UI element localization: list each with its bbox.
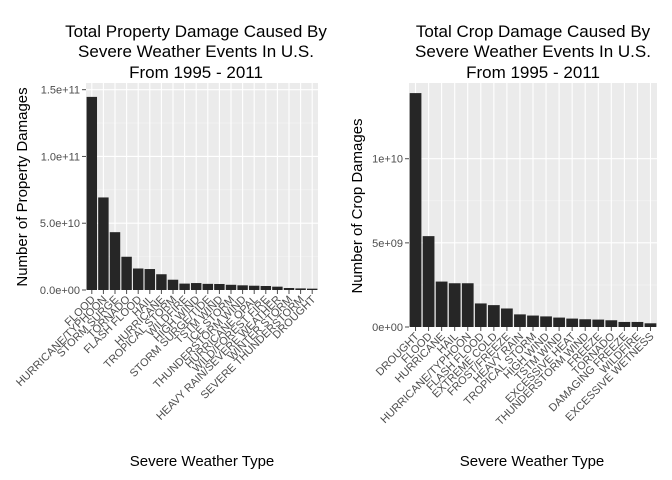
crop-bar-3 bbox=[435, 281, 448, 327]
crop-bar-18 bbox=[631, 321, 644, 327]
property-chart-title: Total Property Damage Caused By Severe W… bbox=[65, 22, 327, 82]
property-y-axis: 0.0e+00 5.0e+10 1.0e+11 1.5e+11 bbox=[40, 85, 86, 297]
crop-y-tick-label: 5e+09 bbox=[372, 238, 403, 250]
property-y-tick-label: 0.0e+00 bbox=[40, 285, 80, 297]
crop-y-tick-label: 1e+10 bbox=[372, 154, 403, 166]
property-gridlines bbox=[86, 83, 318, 291]
property-bar-11 bbox=[202, 283, 214, 290]
crop-bar-13 bbox=[566, 318, 579, 327]
crop-bar-15 bbox=[592, 319, 605, 327]
crop-damage-chart: Total Crop Damage Caused By Severe Weath… bbox=[349, 22, 657, 470]
property-bar-16 bbox=[260, 285, 272, 290]
property-bar-2 bbox=[98, 197, 109, 290]
property-bar-12 bbox=[214, 283, 225, 290]
crop-bar-9 bbox=[514, 314, 526, 327]
property-title-line-1: Total Property Damage Caused By bbox=[65, 22, 327, 41]
crop-bar-16 bbox=[605, 320, 618, 327]
property-bar-4 bbox=[121, 256, 132, 290]
crop-x-axis-title: Severe Weather Type bbox=[460, 453, 605, 470]
property-bar-10 bbox=[190, 283, 202, 290]
crop-bar-12 bbox=[553, 317, 565, 327]
crop-title-line-1: Total Crop Damage Caused By bbox=[416, 22, 651, 41]
crop-y-axis: 0e+00 5e+09 1e+10 bbox=[372, 154, 409, 334]
property-bar-8 bbox=[167, 279, 179, 290]
property-y-tick-label: 1.5e+11 bbox=[41, 85, 80, 97]
crop-bar-8 bbox=[501, 308, 513, 327]
property-bar-13 bbox=[225, 284, 237, 290]
property-bar-18 bbox=[283, 287, 295, 290]
property-x-axis-title: Severe Weather Type bbox=[130, 453, 275, 470]
property-bar-20 bbox=[306, 288, 318, 290]
crop-bar-2 bbox=[422, 236, 435, 327]
crop-bar-5 bbox=[461, 283, 474, 327]
crop-x-axis: DROUGHTFLOODHURRICANEHAILHURRICANE/TYPHO… bbox=[374, 327, 657, 428]
property-bar-14 bbox=[237, 285, 248, 290]
crop-y-tick-label: 0e+00 bbox=[372, 322, 403, 334]
crop-y-axis-title: Number of Crop Damages bbox=[349, 118, 366, 293]
property-bar-17 bbox=[272, 286, 283, 290]
property-y-tick-label: 5.0e+10 bbox=[40, 218, 80, 230]
crop-bars bbox=[409, 93, 657, 327]
property-bar-5 bbox=[132, 268, 144, 290]
property-bar-19 bbox=[295, 288, 306, 290]
crop-bar-19 bbox=[644, 323, 657, 327]
property-bars bbox=[86, 96, 318, 290]
crop-bar-17 bbox=[618, 321, 631, 327]
crop-gridlines bbox=[409, 83, 657, 328]
crop-bar-6 bbox=[474, 303, 487, 327]
property-bar-15 bbox=[248, 285, 260, 290]
property-bar-6 bbox=[144, 269, 156, 290]
property-bar-1 bbox=[86, 96, 98, 290]
property-title-line-2: Severe Weather Events In U.S. bbox=[78, 42, 314, 61]
property-damage-chart: Total Property Damage Caused By Severe W… bbox=[14, 22, 327, 470]
crop-bar-14 bbox=[579, 319, 592, 327]
crop-title-line-3: From 1995 - 2011 bbox=[466, 63, 600, 82]
crop-bar-10 bbox=[527, 315, 539, 327]
crop-bar-4 bbox=[448, 283, 461, 327]
crop-chart-title: Total Crop Damage Caused By Severe Weath… bbox=[415, 22, 651, 82]
property-y-axis-title: Number of Property Damages bbox=[14, 87, 31, 286]
crop-bar-7 bbox=[487, 305, 500, 327]
property-bar-9 bbox=[179, 283, 190, 290]
crop-title-line-2: Severe Weather Events In U.S. bbox=[415, 42, 651, 61]
property-plot-panel bbox=[86, 83, 318, 290]
property-bar-7 bbox=[156, 274, 167, 290]
crop-bar-1 bbox=[409, 93, 422, 327]
crop-bar-11 bbox=[540, 316, 552, 327]
property-bar-3 bbox=[109, 232, 121, 290]
property-y-tick-label: 1.0e+11 bbox=[41, 151, 80, 163]
property-title-line-3: From 1995 - 2011 bbox=[129, 63, 263, 82]
